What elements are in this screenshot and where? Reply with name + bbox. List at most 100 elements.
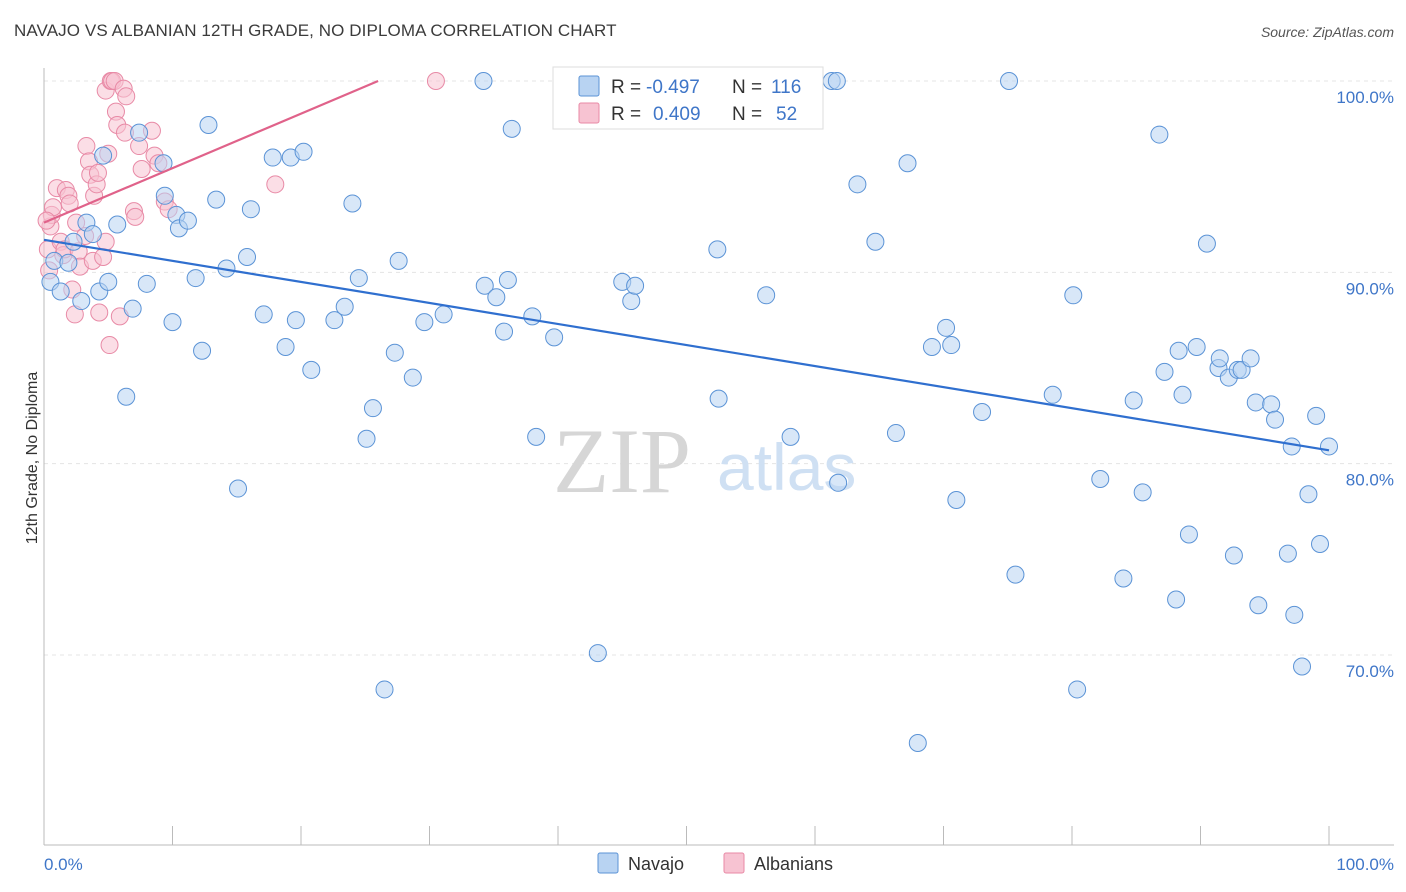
y-tick-label: 80.0% <box>1346 471 1394 490</box>
navajo-point <box>1320 437 1338 456</box>
navajo-point <box>1278 544 1297 563</box>
navajo-point <box>1124 391 1143 410</box>
albanians-bottom-swatch <box>723 852 745 874</box>
navajo-legend-swatch <box>578 75 600 97</box>
navajo-point <box>415 313 434 332</box>
navajo-points <box>41 72 1338 753</box>
watermark: ZIP atlas <box>553 410 856 512</box>
navajo-point <box>302 360 321 379</box>
navajo-point <box>1197 234 1216 253</box>
navajo-point <box>498 270 517 289</box>
navajo-point <box>947 491 966 510</box>
albanians-point <box>132 160 151 179</box>
navajo-point <box>495 322 514 341</box>
navajo-point <box>375 680 394 699</box>
navajo-point <box>51 282 70 301</box>
navajo-point <box>475 276 494 295</box>
navajo-point <box>942 336 961 355</box>
navajo-point <box>1293 657 1312 676</box>
albanians-n-value: 52 <box>776 104 797 125</box>
navajo-point <box>898 154 917 173</box>
navajo-point <box>1224 546 1243 565</box>
navajo-point <box>1064 286 1083 305</box>
navajo-point <box>1179 525 1198 544</box>
navajo-point <box>349 269 368 288</box>
navajo-point <box>922 337 941 356</box>
y-tick-label: 90.0% <box>1346 279 1394 298</box>
navajo-point <box>1155 362 1174 381</box>
navajo-n-label: N = <box>732 77 762 98</box>
albanians-r-label: R = <box>611 104 641 125</box>
navajo-point <box>1246 393 1265 412</box>
navajo-point <box>1000 72 1019 90</box>
navajo-point <box>94 146 113 165</box>
navajo-point <box>1091 469 1110 488</box>
navajo-point <box>137 274 156 293</box>
navajo-point <box>263 148 282 167</box>
navajo-point <box>1068 680 1087 699</box>
y-tick-label: 100.0% <box>1336 88 1394 107</box>
navajo-point <box>886 424 905 443</box>
albanians-point <box>266 175 285 194</box>
albanians-point <box>126 207 145 226</box>
y-tick-label: 70.0% <box>1346 662 1394 681</box>
navajo-point <box>1262 395 1281 414</box>
albanians-legend-swatch <box>578 102 600 124</box>
navajo-point <box>207 190 226 209</box>
navajo-point <box>1241 349 1260 368</box>
navajo-point <box>1285 605 1304 624</box>
navajo-point <box>389 251 408 270</box>
albanians-point <box>100 336 119 355</box>
navajo-point <box>1133 483 1152 502</box>
albanians-point <box>426 72 445 90</box>
navajo-point <box>108 215 127 234</box>
navajo-point <box>294 142 313 161</box>
y-tick-labels: 70.0% 80.0% 90.0% 100.0% <box>1336 88 1394 681</box>
stats-legend: R = -0.497 N = 116 R = 0.409 N = 52 <box>552 66 824 130</box>
gridlines <box>44 80 1394 656</box>
navajo-r-label: R = <box>611 77 641 98</box>
navajo-point <box>1299 485 1318 504</box>
navajo-point <box>1311 535 1330 554</box>
navajo-point <box>357 429 376 448</box>
navajo-point <box>626 276 645 295</box>
navajo-point <box>238 248 257 267</box>
navajo-point <box>286 311 305 330</box>
navajo-point <box>1043 385 1062 404</box>
series-legend: Navajo Albanians <box>597 852 833 874</box>
navajo-point <box>523 307 542 326</box>
navajo-point <box>325 311 344 330</box>
navajo-point <box>178 211 197 230</box>
navajo-point <box>254 305 273 324</box>
navajo-point <box>1282 437 1301 456</box>
navajo-point <box>1210 349 1229 368</box>
navajo-point <box>973 403 992 422</box>
chart-title: NAVAJO VS ALBANIAN 12TH GRADE, NO DIPLOM… <box>14 21 617 40</box>
navajo-trend-line <box>43 238 1330 452</box>
navajo-point <box>434 305 453 324</box>
navajo-point <box>130 123 149 142</box>
navajo-point <box>59 253 78 272</box>
navajo-point <box>487 288 506 307</box>
albanians-point <box>88 163 107 182</box>
navajo-point <box>186 269 205 288</box>
navajo-point <box>866 232 885 251</box>
navajo-point <box>403 368 422 387</box>
y-axis-title: 12th Grade, No Diploma <box>24 372 41 545</box>
navajo-point <box>588 644 607 663</box>
navajo-point <box>117 387 136 406</box>
navajo-point <box>123 299 142 318</box>
navajo-legend-label: Navajo <box>628 854 684 874</box>
navajo-point <box>193 341 212 360</box>
navajo-point <box>276 337 295 356</box>
navajo-point <box>64 232 83 251</box>
albanians-legend-label: Albanians <box>754 854 833 874</box>
watermark-zip: ZIP <box>553 410 691 512</box>
navajo-point <box>1006 565 1025 584</box>
navajo-point <box>1307 406 1326 425</box>
navajo-point <box>781 427 800 446</box>
axes <box>43 68 1394 846</box>
navajo-point <box>908 734 927 753</box>
albanians-trend-line <box>43 79 379 224</box>
navajo-point <box>199 116 218 135</box>
